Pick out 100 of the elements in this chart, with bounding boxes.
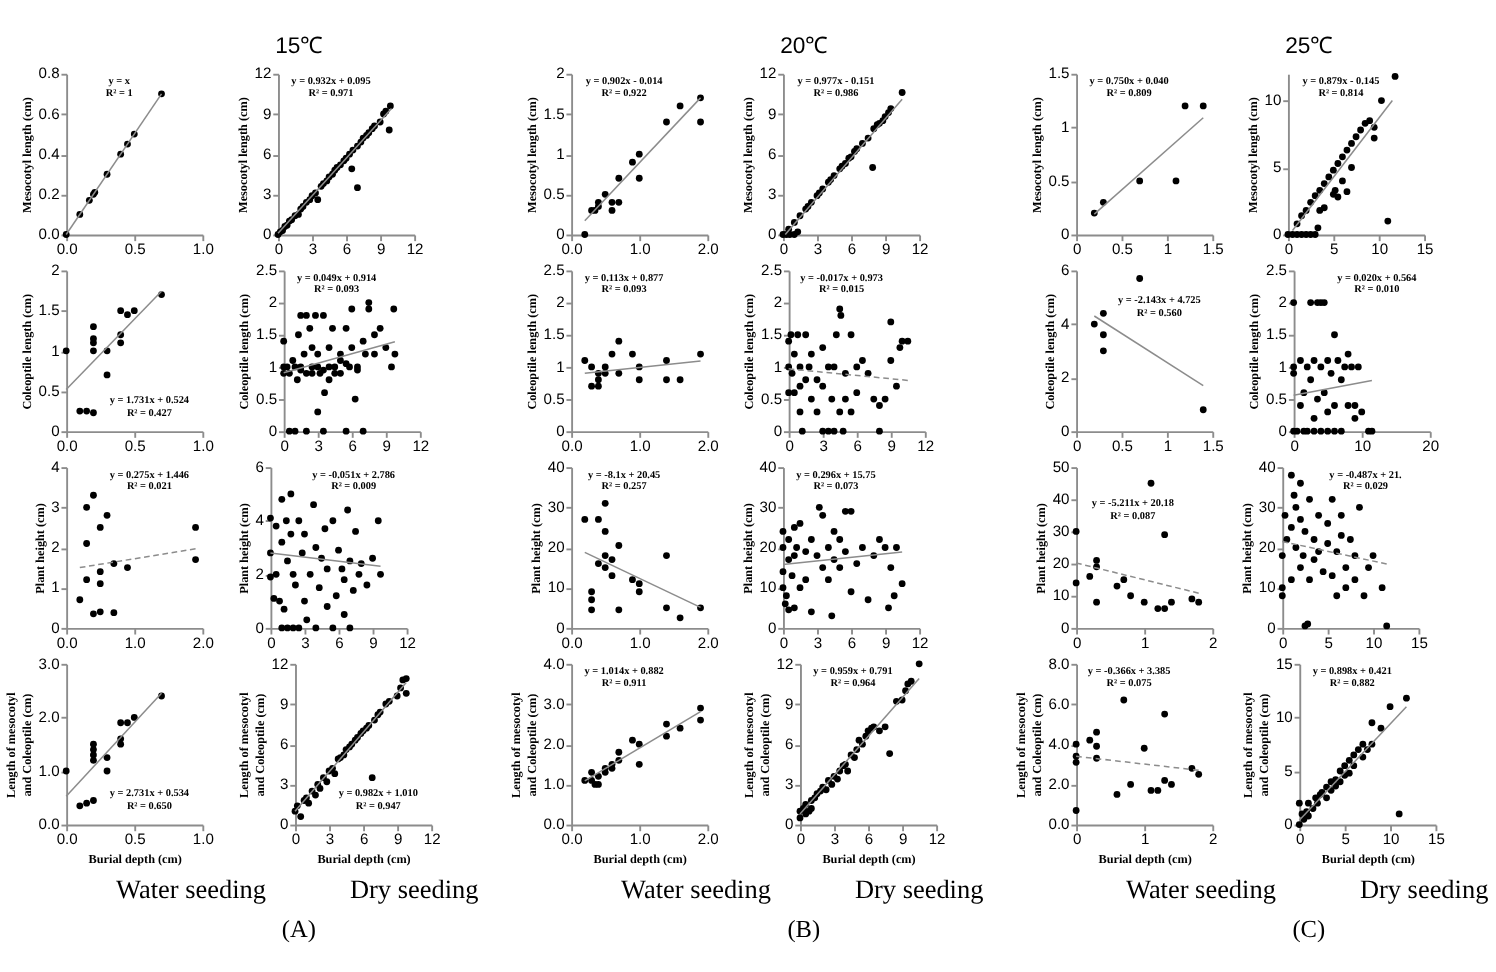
y-tick-label: 0.6 bbox=[38, 104, 60, 123]
x-tick-label: 2 bbox=[1209, 633, 1218, 652]
y-tick-label: 2 bbox=[773, 293, 783, 312]
y-tick-label: 6 bbox=[1061, 261, 1070, 280]
y-tick-label: 3 bbox=[784, 775, 794, 794]
y-tick-label: 0 bbox=[268, 421, 278, 440]
x-tick-label: 6 bbox=[847, 240, 857, 259]
y-tick-label: 12 bbox=[271, 654, 289, 673]
y-tick-label: 0 bbox=[767, 225, 777, 244]
text: 25℃ bbox=[1285, 34, 1333, 59]
y-tick-label: 1.5 bbox=[543, 104, 565, 123]
text: Dry seeding bbox=[854, 874, 985, 905]
x-tick-label: 1 bbox=[1140, 830, 1150, 849]
x-tick-label: 1.0 bbox=[124, 633, 146, 652]
x-tick-label: 3 bbox=[325, 830, 335, 849]
y-tick-label: 0.5 bbox=[761, 389, 783, 408]
y-tick-label: 12 bbox=[254, 64, 272, 83]
y-tick-label: 30 bbox=[1258, 498, 1276, 517]
y-tick-label: 4 bbox=[1061, 314, 1070, 333]
y-tick-label: 30 bbox=[547, 498, 565, 517]
y-tick-label: 2.0 bbox=[1048, 775, 1070, 794]
y-tick-label: 0.5 bbox=[543, 185, 565, 204]
y-tick-label: 0.2 bbox=[38, 185, 60, 204]
x-tick-label: 20 bbox=[1422, 437, 1440, 456]
y-tick-label: 0.5 bbox=[38, 381, 60, 400]
y-tick-label: 2 bbox=[1278, 293, 1288, 312]
y-tick-label: 0.0 bbox=[1048, 815, 1070, 834]
text: Water seeding bbox=[621, 874, 772, 905]
y-tick-label: 4.0 bbox=[1048, 734, 1070, 753]
y-tick-label: 1.5 bbox=[256, 325, 278, 344]
y-tick-label: 1.5 bbox=[543, 325, 565, 344]
y-tick-label: 9 bbox=[262, 104, 272, 123]
y-tick-label: 2.5 bbox=[256, 261, 278, 280]
y-tick-label: 1 bbox=[51, 341, 60, 360]
x-tick-label: 12 bbox=[911, 633, 929, 652]
x-tick-label: 10 bbox=[1382, 830, 1400, 849]
text: (B) bbox=[787, 915, 821, 944]
x-tick-label: 5 bbox=[1341, 830, 1350, 849]
x-tick-label: 9 bbox=[881, 633, 891, 652]
y-tick-label: 2 bbox=[51, 261, 60, 280]
y-tick-label: 0.5 bbox=[256, 389, 278, 408]
y-tick-label: 0 bbox=[1061, 421, 1070, 440]
y-tick-label: 3 bbox=[262, 185, 272, 204]
x-tick-label: 1.0 bbox=[629, 830, 651, 849]
x-tick-label: 3 bbox=[813, 240, 823, 259]
y-tick-label: 9 bbox=[280, 694, 289, 713]
x-tick-label: 6 bbox=[348, 437, 357, 456]
y-tick-label: 10 bbox=[1275, 708, 1293, 727]
y-tick-label: 2 bbox=[1061, 368, 1070, 387]
y-tick-label: 0.0 bbox=[543, 815, 565, 834]
x-tick-label: 0 bbox=[796, 830, 806, 849]
x-tick-label: 1.0 bbox=[192, 437, 214, 456]
y-tick-label: 20 bbox=[1052, 554, 1070, 573]
y-tick-label: 1.5 bbox=[38, 301, 60, 320]
text: Dry seeding bbox=[349, 874, 480, 905]
x-tick-label: 9 bbox=[382, 437, 391, 456]
x-tick-label: 0.5 bbox=[1111, 240, 1133, 259]
y-tick-label: 10 bbox=[1052, 586, 1070, 605]
x-tick-label: 12 bbox=[928, 830, 946, 849]
x-tick-label: 3 bbox=[819, 437, 828, 456]
y-tick-label: 2.5 bbox=[761, 261, 783, 280]
x-tick-label: 2.0 bbox=[192, 633, 214, 652]
y-tick-label: 1 bbox=[556, 144, 565, 163]
x-tick-label: 2.0 bbox=[697, 633, 719, 652]
y-tick-label: 1.0 bbox=[543, 775, 565, 794]
text: Water seeding bbox=[1126, 874, 1277, 905]
y-tick-label: 0 bbox=[1278, 421, 1288, 440]
x-tick-label: 10 bbox=[1354, 437, 1372, 456]
text: 15℃ bbox=[275, 34, 323, 59]
x-tick-label: 6 bbox=[847, 633, 857, 652]
y-tick-label: 1 bbox=[51, 578, 60, 597]
y-tick-label: 0 bbox=[767, 618, 777, 637]
x-tick-label: 5 bbox=[1330, 240, 1339, 259]
y-tick-label: 2.5 bbox=[543, 261, 565, 280]
x-tick-label: 1.5 bbox=[1202, 437, 1224, 456]
y-tick-label: 4 bbox=[255, 511, 264, 530]
y-tick-label: 0 bbox=[262, 225, 272, 244]
y-tick-label: 2 bbox=[255, 565, 264, 584]
y-tick-label: 0 bbox=[773, 421, 783, 440]
y-tick-label: 20 bbox=[547, 538, 565, 557]
x-tick-label: 9 bbox=[898, 830, 908, 849]
x-tick-label: 9 bbox=[887, 437, 896, 456]
y-tick-label: 0 bbox=[51, 421, 60, 440]
x-tick-label: 1.0 bbox=[192, 240, 214, 259]
y-tick-label: 0.5 bbox=[543, 389, 565, 408]
y-tick-label: 0 bbox=[784, 815, 794, 834]
x-tick-label: 15 bbox=[1416, 240, 1434, 259]
y-tick-label: 2 bbox=[556, 293, 565, 312]
x-tick-label: 15 bbox=[1428, 830, 1445, 849]
x-tick-label: 0.5 bbox=[124, 830, 146, 849]
y-tick-label: 12 bbox=[759, 64, 777, 83]
y-tick-label: 1 bbox=[268, 357, 278, 376]
x-tick-label: 1.0 bbox=[192, 830, 214, 849]
y-tick-label: 10 bbox=[759, 578, 777, 597]
y-tick-label: 2 bbox=[51, 538, 60, 557]
text: (A) bbox=[281, 915, 316, 944]
x-tick-label: 9 bbox=[393, 830, 403, 849]
y-tick-label: 40 bbox=[1258, 457, 1276, 476]
y-tick-label: 10 bbox=[1264, 91, 1282, 110]
y-tick-label: 0.5 bbox=[1266, 389, 1288, 408]
